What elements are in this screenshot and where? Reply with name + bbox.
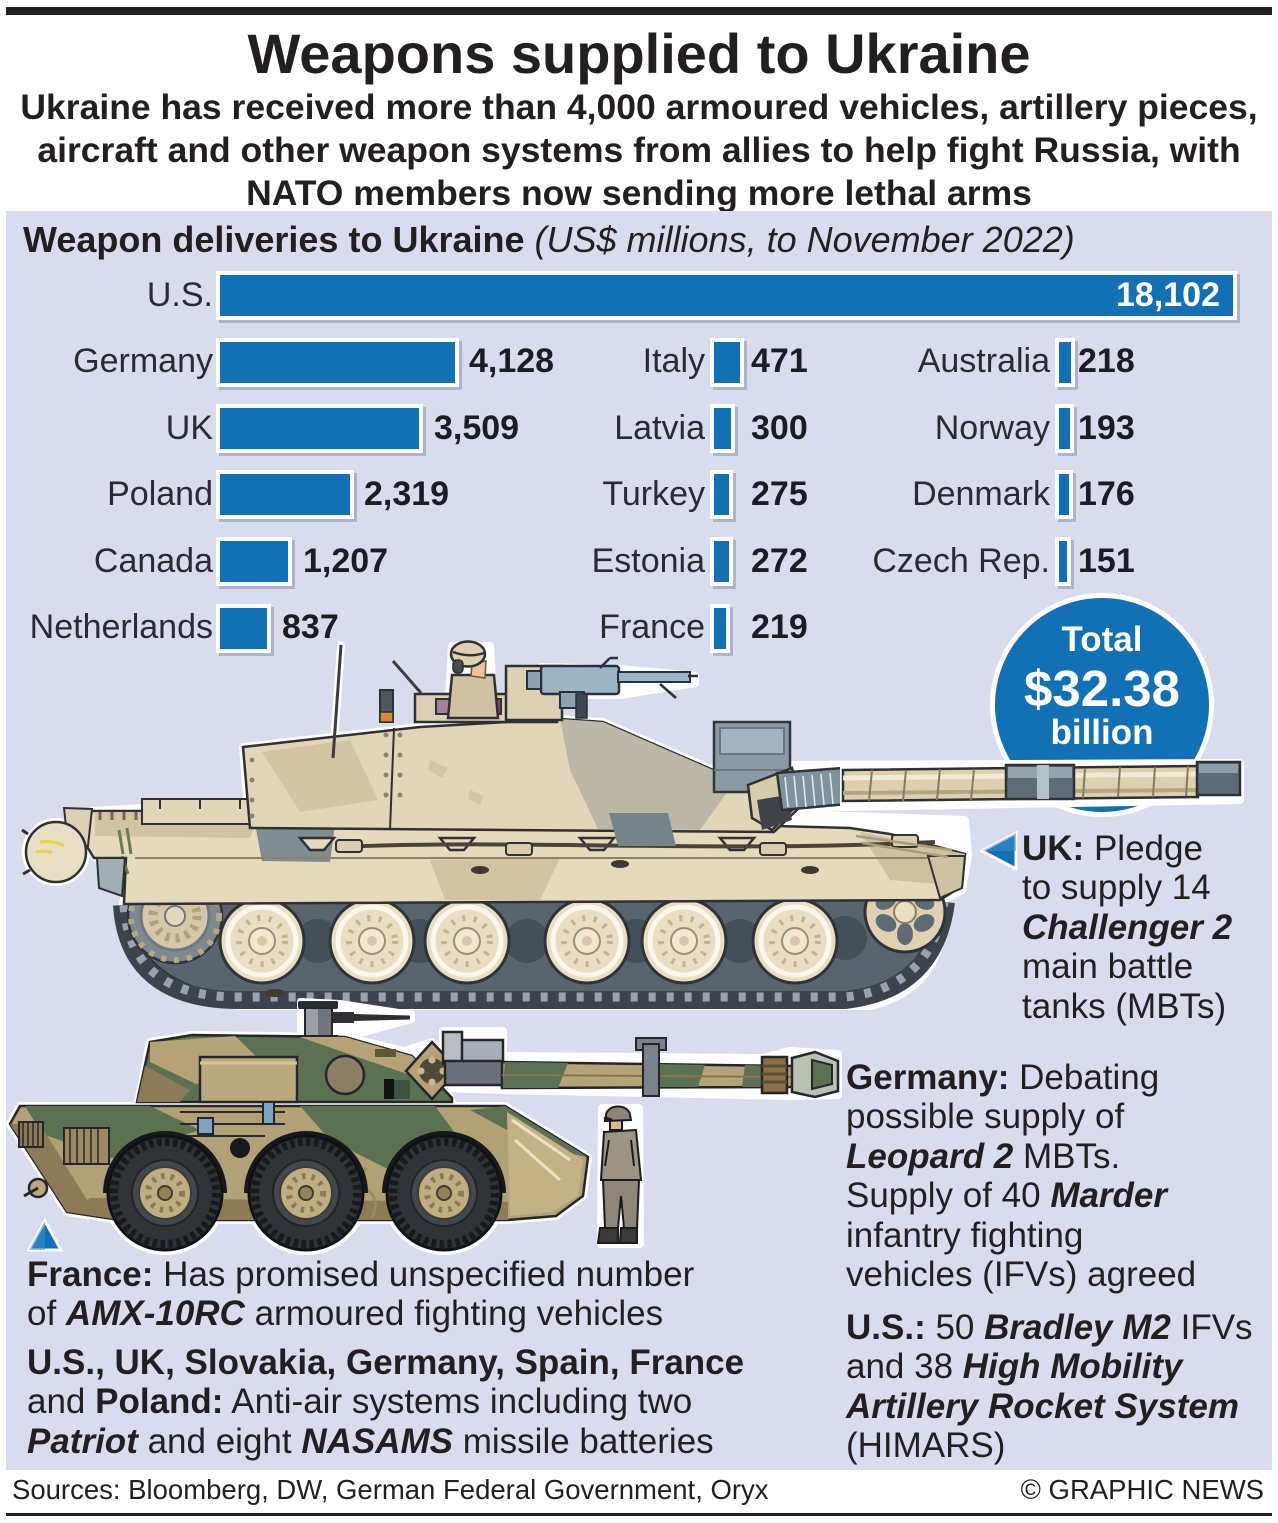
svg-text:$32.38: $32.38	[1024, 660, 1180, 717]
svg-text:billion: billion	[1050, 713, 1153, 752]
svg-text:Total: Total	[1061, 620, 1142, 659]
